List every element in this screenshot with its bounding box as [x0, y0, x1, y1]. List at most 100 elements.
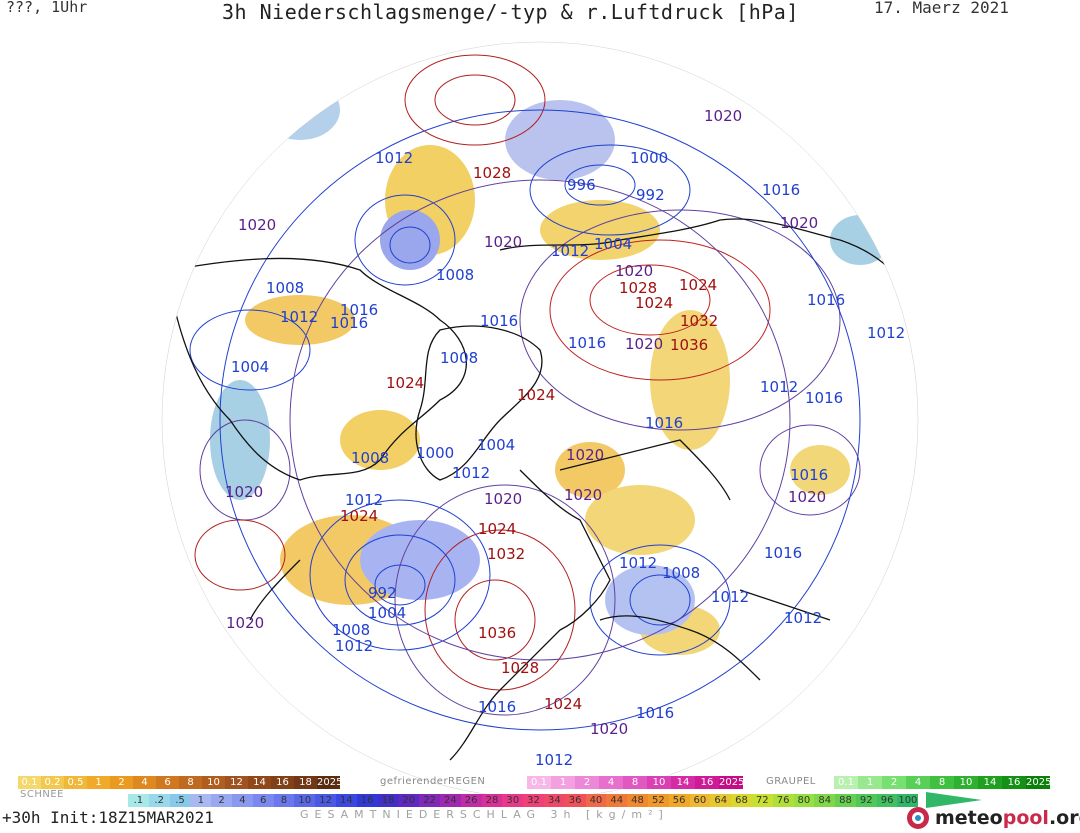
legend-swatch: 16 [356, 794, 378, 807]
isobar-label: 992 [368, 584, 397, 602]
legend-swatch: 10 [954, 776, 978, 789]
legend-swatch: 1 [858, 776, 882, 789]
legend-swatch: 1 [190, 794, 212, 807]
freezing-rain-legend-label: gefrierenderREGEN [380, 776, 486, 787]
isobar-label: 1020 [780, 214, 818, 232]
isobar-label: 1012 [711, 588, 749, 606]
legend-swatch: 96 [876, 794, 898, 807]
isobar-label: 1016 [480, 312, 518, 330]
isobar-label: 1016 [478, 698, 516, 716]
isobar-label: 1020 [615, 262, 653, 280]
legend-swatch: 34 [543, 794, 565, 807]
isobar-label: 996 [567, 176, 596, 194]
map-layers [169, 54, 911, 761]
isobar-label: 992 [636, 186, 665, 204]
legend-swatch: 32 [523, 794, 544, 807]
legend-swatch: 2 [882, 776, 906, 789]
legend-swatch: 52 [647, 794, 669, 807]
legend-swatch: 0.1 [834, 776, 858, 789]
legend-swatch: 4 [133, 776, 156, 789]
isobar-label: 1028 [501, 659, 539, 677]
freezing-rain-legend: 0.1 1 2 4 8 10 14 16 2025+ [527, 776, 753, 789]
legend-swatch: 14 [335, 794, 357, 807]
isobar-label: 1020 [484, 233, 522, 251]
isobar-label: 1012 [375, 149, 413, 167]
isobar-label: 1016 [805, 389, 843, 407]
isobar-label: 1024 [386, 374, 424, 392]
legend-swatch: 36 [564, 794, 586, 807]
legend-swatch: 8 [179, 776, 202, 789]
precipitation-areas [210, 80, 890, 655]
legend-swatch: 1 [87, 776, 110, 789]
isobar-label: 1008 [266, 279, 304, 297]
legend-swatch: 8 [273, 794, 295, 807]
isobar-label: 1012 [760, 378, 798, 396]
isobar-label: 1008 [332, 621, 370, 639]
legend-swatch: 44 [606, 794, 628, 807]
legend-swatch: 10 [294, 794, 316, 807]
isobar-label: 1020 [590, 720, 628, 738]
isobar-label: 1020 [625, 335, 663, 353]
isobar-label: 1016 [645, 414, 683, 432]
isobar-label: 1004 [594, 235, 632, 253]
legend-swatch: 8 [623, 776, 647, 789]
isobar-label: 1008 [440, 349, 478, 367]
total-precip-label: GESAMTNIEDERSCHLAG 3h [kg/m²] [300, 808, 669, 821]
legend-swatch: 40 [585, 794, 607, 807]
legend-swatch: 16 [695, 776, 719, 789]
isobar-label: 1024 [478, 520, 516, 538]
brand-sub: pool [1002, 807, 1049, 829]
isobar-label: 1036 [478, 624, 516, 642]
isobar-label: 1008 [662, 564, 700, 582]
legend-swatch: 2025+ [719, 776, 753, 789]
isobar-label: 1024 [340, 507, 378, 525]
legend-swatch: 2025+ [317, 776, 351, 789]
isobar-label: 1012 [551, 242, 589, 260]
isobar-label: 1016 [762, 181, 800, 199]
isobar-label: 1032 [487, 545, 525, 563]
isobar-label: 1024 [544, 695, 582, 713]
isobar-label: 1020 [566, 446, 604, 464]
legend-swatch: .2 [148, 794, 170, 807]
isobar-label: 1024 [679, 276, 717, 294]
header: ???, 1Uhr 3h Niederschlagsmenge/-typ & r… [0, 0, 1080, 28]
isobar-label: 1020 [226, 614, 264, 632]
legend-swatch: 24 [439, 794, 461, 807]
legend-swatch: 0.1 [18, 776, 41, 789]
isobar-label: 1016 [340, 301, 378, 319]
meteopool-logo[interactable]: meteopool.org [905, 805, 1080, 831]
isobar-label: 1012 [619, 554, 657, 572]
legend-swatch: 6 [252, 794, 274, 807]
legend-swatch: 20 [398, 794, 420, 807]
legend-swatch: 0.2 [41, 776, 64, 789]
legend-swatch: 1 [551, 776, 575, 789]
legend-swatch: 10 [202, 776, 225, 789]
isobar-label: 1016 [790, 466, 828, 484]
coastlines [169, 218, 911, 761]
isobar-label: 1000 [416, 444, 454, 462]
legend-swatch: 60 [689, 794, 711, 807]
legend-swatch: 80 [793, 794, 815, 807]
isobar-label: 1012 [335, 637, 373, 655]
isobar-label: 1012 [784, 609, 822, 627]
legend-swatch: 18 [294, 776, 317, 789]
legend-swatch: 84 [814, 794, 836, 807]
legend-swatch: 2025+ [1026, 776, 1060, 789]
isobar-label: 1012 [535, 751, 573, 769]
legend-swatch: 76 [772, 794, 794, 807]
legend-swatch: .1 [128, 794, 149, 807]
isobar-label: 1016 [568, 334, 606, 352]
isobar-label: 1020 [788, 488, 826, 506]
isobar-label: 1032 [680, 312, 718, 330]
legend-swatch: 4 [599, 776, 623, 789]
isobar-label: 1008 [436, 266, 474, 284]
graupel-legend: 0.1 1 2 4 8 10 14 16 2025+ [834, 776, 1060, 789]
isobar-label: 1028 [473, 164, 511, 182]
legend-swatch: 18 [377, 794, 399, 807]
header-valid-time: ???, 1Uhr [6, 0, 88, 16]
legend-swatch: 64 [710, 794, 732, 807]
snow-legend-label: SCHNEE [20, 789, 64, 800]
legend-swatch: .5 [169, 794, 191, 807]
total-precip-legend: .1.2.5 1 2 4 6 8 10 12 14 16 18 20 22 24 26 28 30 32 34 36 4… [128, 794, 919, 807]
